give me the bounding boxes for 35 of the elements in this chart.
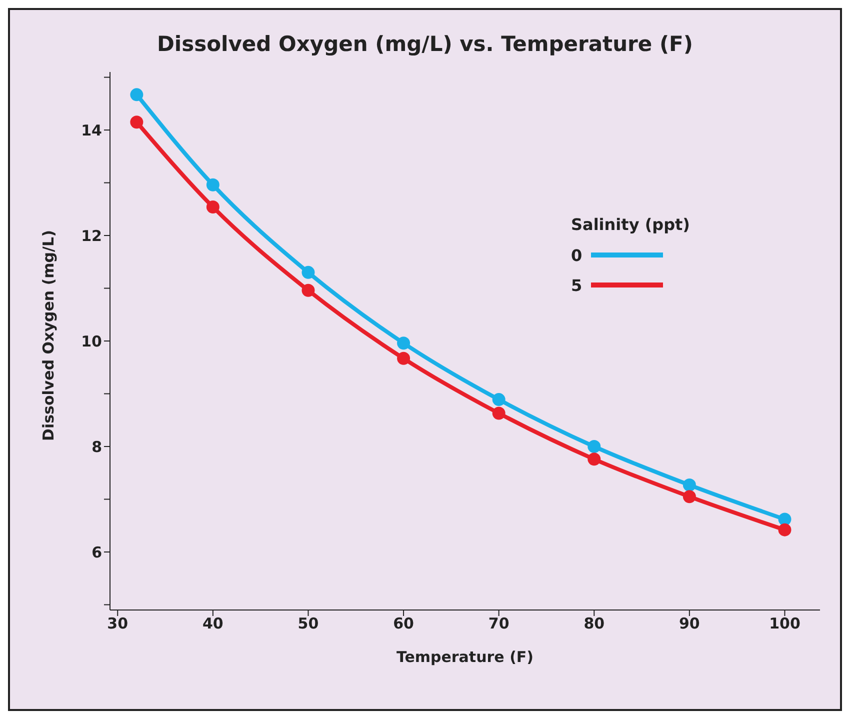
x-tick-label: 90 [679,614,700,633]
point [397,352,410,365]
point [302,266,315,279]
legend-label: 5 [571,276,584,294]
y-tick-label: 14 [81,121,102,140]
point [130,88,144,102]
y-tick-label: 10 [81,332,102,350]
point [130,116,144,129]
point [206,200,220,214]
x-axis-title: Temperature (F) [396,648,534,666]
x-tick-label: 30 [107,614,128,633]
point [588,452,601,466]
point [588,440,601,453]
y-tick-label: 8 [92,438,102,456]
x-tick-label: 40 [202,614,224,633]
legend-label: 0 [571,246,584,264]
legend-title: Salinity (ppt) [571,215,690,234]
point [682,478,696,492]
point [397,336,410,350]
y-tick-label: 12 [81,226,102,245]
y-tick-label: 6 [92,543,102,562]
chart-title: Dissolved Oxygen (mg/L) vs. Temperature (F) [156,32,694,56]
point [492,406,506,420]
x-tick-label: 50 [298,614,319,633]
x-tick-label: 80 [584,614,605,633]
point [778,512,792,526]
point [492,393,506,406]
x-tick-label: 70 [488,614,510,633]
point [206,178,220,192]
y-axis-title: Dissolved Oxygen (mg/L) [39,230,58,441]
point [778,523,792,536]
x-tick-label: 100 [769,614,800,633]
point [302,284,315,297]
point [682,490,696,504]
x-tick-label: 60 [393,614,414,633]
